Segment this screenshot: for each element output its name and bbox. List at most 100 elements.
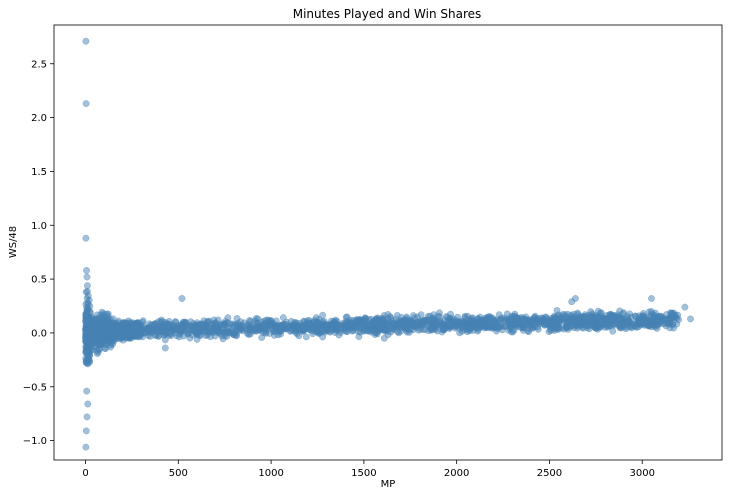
data-point [413,323,421,331]
data-point [519,320,527,328]
data-point [409,312,417,320]
data-point [316,325,324,333]
data-point [139,326,147,334]
data-point [319,311,327,319]
data-point [477,323,484,331]
data-point [647,315,655,323]
data-point [502,316,510,324]
data-point [378,316,386,324]
data-point [380,334,388,342]
data-point [84,360,92,368]
data-point [161,344,169,352]
data-point [108,336,116,344]
data-point [82,443,90,451]
data-point [253,319,261,327]
x-tick-label: 1000 [258,468,283,479]
y-tick-label: −0.5 [23,382,47,393]
data-point [178,295,186,302]
data-point [432,325,440,333]
data-point [83,348,91,356]
data-point [279,314,287,322]
data-point [260,317,268,325]
data-point [461,312,469,320]
data-point [299,321,307,329]
data-point [616,307,624,315]
data-point [458,327,466,335]
data-point [568,298,576,306]
data-point [114,324,121,331]
data-point [86,330,94,338]
data-point [130,321,138,329]
data-point [186,334,194,342]
data-point [323,322,331,330]
data-point [666,316,673,324]
data-point [625,316,633,324]
data-points [82,37,694,451]
data-point [155,332,162,340]
data-point [611,312,619,319]
data-point [591,324,599,332]
data-point [362,327,370,335]
data-point [513,313,521,321]
data-point [310,318,318,326]
data-point [553,306,561,314]
data-point [354,316,362,324]
data-point [496,316,503,324]
data-point [445,321,453,329]
data-point [639,314,647,322]
data-point [82,100,90,108]
y-axis: −1.0 −0.5 0.0 0.5 1.0 1.5 2.0 2.5 [23,59,54,447]
data-point [563,318,571,326]
data-point [196,331,204,339]
data-point [82,288,90,296]
data-point [139,333,146,341]
data-point [150,321,158,329]
data-point [261,326,269,334]
data-point [122,325,130,333]
y-tick-label: 2.0 [31,113,47,124]
data-point [609,327,617,335]
data-point [83,413,91,421]
data-point [656,320,664,328]
data-point [345,321,353,329]
data-point [360,316,368,324]
data-point [403,313,410,321]
data-point [355,333,363,341]
data-point [82,234,90,242]
data-point [83,387,91,395]
data-point [326,328,334,336]
data-point [458,320,466,328]
data-point [467,323,475,331]
data-point [225,324,233,332]
data-point [246,322,254,330]
data-point [94,320,102,328]
data-point [555,318,563,325]
data-point [266,317,274,325]
data-point [202,321,210,329]
data-point [287,317,295,325]
y-tick-label: −1.0 [23,436,47,447]
data-point [231,327,239,335]
data-point [494,325,502,333]
data-point [96,330,104,338]
data-point [669,321,677,329]
y-tick-label: 0.5 [31,275,47,286]
data-point [687,315,694,323]
data-point [84,400,92,408]
data-point [173,332,181,340]
x-tick-label: 3000 [629,468,654,479]
data-point [509,328,517,336]
data-point [83,273,91,281]
data-point [581,316,589,324]
data-point [82,37,90,45]
data-point [641,321,649,329]
data-point [370,327,378,334]
data-point [495,311,503,319]
data-point [255,326,263,334]
x-tick-label: 1500 [351,468,376,479]
data-point [524,327,532,335]
x-axis-label: MP [381,479,396,490]
data-point [546,317,554,325]
data-point [597,309,604,317]
